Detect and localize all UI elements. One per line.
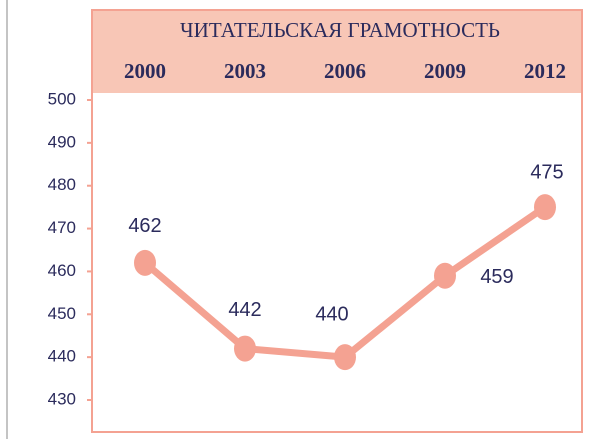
data-label: 442 [228,299,261,321]
data-label: 459 [480,266,513,288]
point [434,262,456,289]
y-tick-label: 460 [48,261,76,280]
x-tick-label: 2006 [324,59,366,83]
x-tick-label: 2012 [524,59,566,83]
y-tick-label: 470 [48,218,76,237]
data-label: 440 [315,303,348,325]
y-tick-label: 430 [48,389,76,408]
y-tick-label: 500 [48,89,76,108]
y-tick-label: 490 [48,132,76,151]
point [134,249,156,276]
x-tick-label: 2009 [424,59,466,83]
plot-border [91,9,583,433]
y-tick-label: 450 [48,304,76,323]
data-label: 475 [530,161,563,183]
point [234,335,256,362]
x-tick-label: 2000 [124,59,166,83]
x-tick-label: 2003 [224,59,266,83]
data-label: 462 [128,215,161,237]
chart-title: ЧИТАТЕЛЬСКАЯ ГРАМОТНОСТЬ [180,18,500,42]
point [534,194,556,221]
y-tick-label: 440 [48,347,76,366]
y-tick-label: 480 [48,175,76,194]
header-band [92,10,582,93]
point [334,344,356,371]
